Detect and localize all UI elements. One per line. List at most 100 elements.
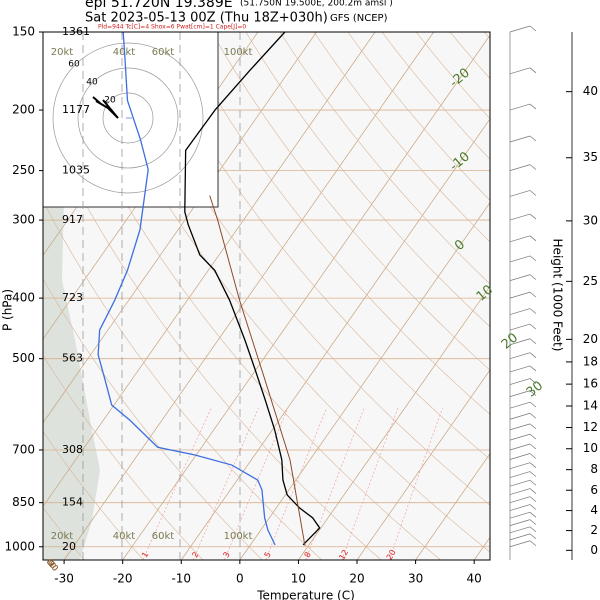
- wind-barb: [529, 190, 537, 196]
- wind-barb: [509, 390, 531, 397]
- y2-tick-label: 20: [583, 332, 598, 346]
- wind-barb: [529, 479, 537, 486]
- wind-barb: [509, 462, 531, 470]
- wind-scale-label: 20kt: [51, 531, 74, 542]
- y-tick-label: 250: [12, 163, 35, 177]
- wind-barb: [509, 135, 531, 143]
- y-axis-label: P (hPa): [1, 289, 15, 331]
- wind-barb: [529, 255, 537, 262]
- wind-barb: [529, 338, 537, 345]
- height-label: 723: [62, 291, 83, 304]
- wind-scale-label: 100kt: [224, 47, 253, 58]
- y-tick-label: 200: [12, 103, 35, 117]
- mixing-ratio-label: 12: [337, 548, 350, 561]
- wind-scale-label: 100kt: [224, 531, 253, 542]
- mixing-ratio-line: [224, 408, 289, 560]
- profile-line: [97, 31, 276, 546]
- wind-barb: [529, 25, 537, 32]
- hodograph-trace: [92, 96, 119, 119]
- wind-barb: [529, 390, 537, 396]
- height-label: 917: [62, 213, 83, 226]
- isotherm-label: 30: [524, 378, 546, 400]
- hodograph-ring-label: 20: [104, 96, 116, 106]
- mixing-ratio-label: 2: [190, 550, 200, 559]
- dry-adiabat: [43, 355, 204, 560]
- y2-tick-label: 4: [590, 503, 598, 517]
- y-tick-label: 300: [12, 213, 35, 227]
- wind-barb: [509, 190, 531, 197]
- y2-tick-label: 40: [583, 84, 598, 98]
- dry-adiabat: [483, 32, 490, 40]
- wind-scale-label: 60kt: [152, 531, 175, 542]
- y2-tick-label: 18: [583, 354, 598, 368]
- wind-barb: [529, 401, 537, 408]
- y2-tick-label: 14: [583, 398, 598, 412]
- y2-tick-label: 30: [583, 213, 598, 227]
- mixing-ratio-label: 1: [140, 550, 150, 559]
- wind-barb: [529, 135, 537, 142]
- wind-barb: [529, 365, 537, 372]
- y-tick-label: 150: [12, 25, 35, 39]
- mixing-ratio-line: [305, 408, 365, 560]
- wind-barb: [509, 453, 531, 460]
- x-tick-label: 20: [349, 572, 364, 586]
- wind-barb: [509, 213, 531, 221]
- wind-barb: [529, 526, 537, 533]
- x-tick-label: -20: [113, 572, 133, 586]
- wind-barb: [529, 423, 537, 430]
- isotherm-label: 20: [499, 330, 521, 352]
- wind-barb: [529, 511, 537, 518]
- y2-tick-label: 10: [583, 441, 598, 455]
- wind-barb: [529, 67, 537, 74]
- mixing-ratio-label: 20: [385, 548, 398, 561]
- wind-barb: [529, 462, 537, 468]
- wind-barb: [529, 235, 537, 242]
- hodograph: [52, 42, 204, 194]
- y-tick-label: 1000: [4, 539, 35, 553]
- wind-barb: [529, 323, 537, 330]
- wind-barb: [509, 164, 531, 171]
- wind-barb: [509, 488, 531, 495]
- wind-barb: [509, 103, 531, 111]
- y2-tick-label: 25: [583, 274, 598, 288]
- y-tick-label: 400: [12, 291, 35, 305]
- wind-barb: [509, 352, 531, 360]
- wind-barb: [509, 378, 531, 385]
- wind-barb: [529, 471, 537, 477]
- mixing-ratio-line: [142, 408, 212, 560]
- wind-barb: [529, 433, 537, 440]
- title: epi 51.720N 19.389E: [85, 0, 233, 11]
- y-tick-label: 850: [12, 495, 35, 509]
- y2-tick-label: 12: [583, 420, 598, 434]
- wind-barb: [509, 338, 531, 346]
- y2-tick-label: 6: [590, 483, 598, 497]
- height-label: 1361: [62, 25, 90, 38]
- height-label: 563: [62, 352, 83, 365]
- wind-barb: [509, 235, 531, 243]
- wind-barb: [509, 443, 531, 451]
- adiabat-label: 0: [45, 557, 55, 567]
- wind-barb: [529, 352, 537, 358]
- wind-scale-label: 40kt: [113, 531, 136, 542]
- isotherm: [122, 34, 490, 560]
- mixing-ratio-line: [265, 408, 327, 560]
- wind-barb: [529, 103, 537, 110]
- height-label: 308: [62, 443, 83, 456]
- wind-barb: [509, 401, 531, 409]
- mixing-ratio-line: [389, 408, 443, 560]
- dry-adiabat: [43, 278, 263, 560]
- wind-barb: [529, 291, 537, 298]
- mixing-ratio-label: 8: [303, 550, 313, 559]
- isotherm: [356, 369, 490, 560]
- wind-scale-label: 60kt: [152, 47, 175, 58]
- hodograph-ring-label: 40: [86, 78, 98, 88]
- wind-barb: [529, 519, 537, 525]
- isotherm: [298, 285, 490, 560]
- x-tick-label: 40: [467, 572, 482, 586]
- hodograph-box: [42, 31, 219, 208]
- x-tick-label: -10: [171, 572, 191, 586]
- x-tick-label: 10: [291, 572, 306, 586]
- x-tick-label: -30: [54, 572, 74, 586]
- wind-barb: [509, 504, 531, 511]
